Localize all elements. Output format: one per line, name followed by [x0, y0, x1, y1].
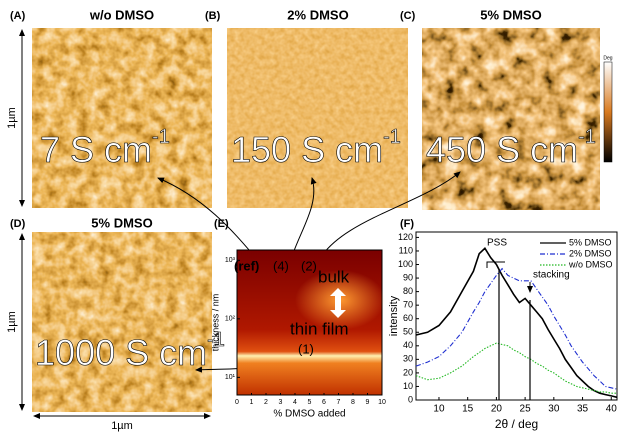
x-tick-label: 8 — [351, 399, 355, 406]
y-tick-label: 80 — [403, 286, 413, 296]
x-tick-label: 9 — [366, 399, 370, 406]
annotation: (ref) — [234, 258, 259, 273]
y-tick-label: 0 — [408, 394, 413, 404]
x-tick-label: 5 — [308, 399, 312, 406]
conductivity-value: 1000 S cm — [35, 332, 207, 373]
afm-image — [227, 28, 408, 208]
y-tick-label: 10 — [403, 381, 413, 391]
figure: Deg 1µm 1µm 1µm (A)w/o DMSO7 S cm-1(B)2%… — [0, 0, 621, 433]
colorbar-label: Deg — [603, 55, 612, 61]
legend-label: 5% DMSO — [569, 237, 612, 247]
afm-image — [422, 28, 600, 210]
scale-label: 1µm — [6, 311, 18, 333]
conductivity-value: 450 S cm — [426, 129, 578, 170]
x-tick-label: 35 — [577, 404, 589, 415]
conductivity-label: 7 S cm-1 — [40, 126, 170, 169]
conductivity-value: 7 S cm — [40, 129, 152, 170]
afm-image — [32, 232, 212, 412]
x-tick-label: 4 — [293, 399, 297, 406]
panel-label: (F) — [400, 218, 414, 230]
x-tick-label: 6 — [322, 399, 326, 406]
panel-title: 5% DMSO — [480, 7, 541, 22]
panel-label: (D) — [10, 218, 26, 230]
panel-label: (E) — [214, 218, 229, 230]
y-tick-label: 10² — [225, 316, 236, 323]
annotation: stacking — [533, 270, 570, 281]
y-axis-label: thickness / nm — [210, 294, 220, 352]
y-tick-label: 40 — [403, 340, 413, 350]
conductivity-value: 150 S cm — [231, 129, 383, 170]
x-tick-label: 2 — [264, 399, 268, 406]
conductivity-exponent: -1 — [578, 126, 596, 148]
conductivity-label: 150 S cm-1 — [231, 126, 401, 169]
conductivity-label: 450 S cm-1 — [426, 126, 596, 169]
x-tick-label: 1 — [250, 399, 254, 406]
x-axis-label: 2θ / deg — [495, 417, 538, 431]
annotation: (2) — [301, 258, 317, 273]
y-tick-label: 60 — [403, 313, 413, 323]
panel-title: 5% DMSO — [91, 215, 152, 230]
annotation: thin film — [290, 319, 349, 338]
y-axis-label: intensity — [388, 295, 400, 336]
annotation: (4) — [273, 258, 289, 273]
x-tick-label: 3 — [279, 399, 283, 406]
scale-label: 1µm — [111, 420, 133, 432]
panel-label: (A) — [10, 10, 26, 22]
afm-image — [32, 28, 212, 208]
colorbar — [604, 62, 612, 162]
y-tick-label: 20 — [403, 367, 413, 377]
y-tick-label: 100 — [398, 259, 413, 269]
x-tick-label: 25 — [520, 404, 532, 415]
y-tick-label: 10¹ — [225, 374, 236, 381]
y-tick-label: 50 — [403, 327, 413, 337]
conductivity-label: 1000 S cm-1 — [35, 329, 225, 372]
x-tick-label: 20 — [491, 404, 503, 415]
y-tick-label: 90 — [403, 272, 413, 282]
y-tick-label: 70 — [403, 300, 413, 310]
legend-label: 2% DMSO — [569, 248, 612, 258]
x-tick-label: 0 — [235, 399, 239, 406]
y-tick-label: 120 — [398, 232, 413, 242]
x-tick-label: 7 — [337, 399, 341, 406]
legend-label: w/o DMSO — [568, 259, 613, 269]
x-tick-label: 10 — [378, 399, 386, 406]
annotation: (1) — [298, 341, 314, 356]
panel-label: (C) — [400, 10, 416, 22]
y-tick-label: 30 — [403, 354, 413, 364]
panel-title: w/o DMSO — [89, 7, 154, 22]
x-tick-label: 40 — [606, 404, 618, 415]
x-tick-label: 10 — [433, 404, 445, 415]
annotation: PSS — [487, 238, 507, 249]
scale-label: 1µm — [6, 107, 18, 129]
y-tick-label: 110 — [399, 245, 413, 255]
conductivity-exponent: -1 — [383, 126, 401, 148]
x-axis-label: % DMSO added — [273, 409, 345, 420]
panel-label: (B) — [205, 10, 221, 22]
conductivity-exponent: -1 — [152, 126, 170, 148]
x-tick-label: 30 — [548, 404, 560, 415]
panel-title: 2% DMSO — [287, 7, 348, 22]
annotation: bulk — [318, 267, 350, 286]
x-tick-label: 15 — [462, 404, 474, 415]
